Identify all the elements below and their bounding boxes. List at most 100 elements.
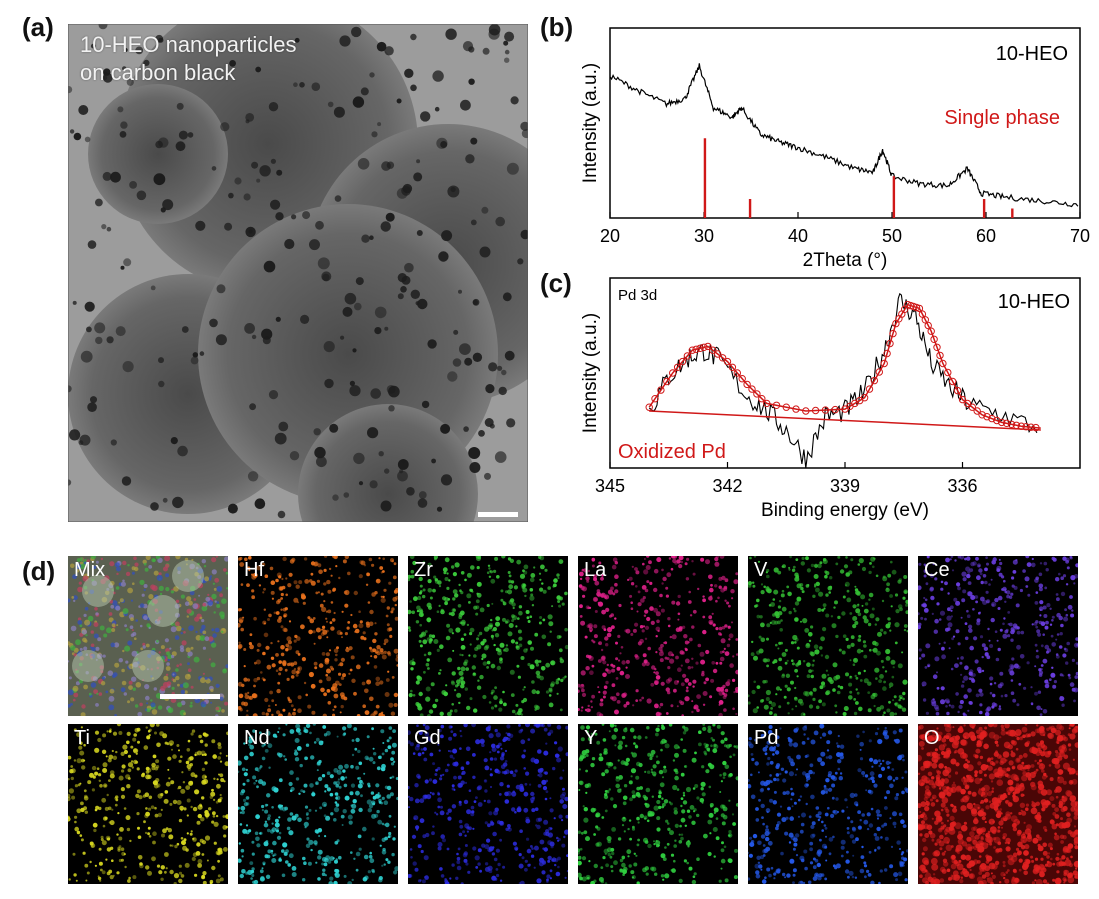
nanoparticle-dot <box>150 285 156 291</box>
nanoparticle-dot <box>192 352 198 358</box>
nanoparticle-dot <box>135 46 144 55</box>
nanoparticle-dot <box>459 343 471 355</box>
nanoparticle-dot <box>380 500 392 512</box>
eds-map-label: Hf <box>244 559 264 581</box>
phase-annotation: Single phase <box>944 107 1060 129</box>
xps-fit-marker <box>753 390 761 398</box>
nanoparticle-dot <box>268 390 279 400</box>
nanoparticle-dot <box>278 421 289 432</box>
xps-fit-marker <box>728 363 737 372</box>
tem-caption-line-1: 10-HEO nanoparticles <box>80 32 297 57</box>
nanoparticle-dot <box>479 246 491 258</box>
xps-fit-marker <box>889 329 897 338</box>
nanoparticle-dot <box>488 362 498 372</box>
eds-map-image <box>238 556 398 716</box>
nanoparticle-dot <box>447 185 460 198</box>
nanoparticle-dot <box>228 192 234 199</box>
nanoparticle-dot <box>176 102 184 110</box>
nanoparticle-dot <box>270 158 276 164</box>
eds-map-ce: Ce <box>918 556 1078 716</box>
nanoparticle-dot <box>158 357 164 364</box>
nanoparticle-dot <box>406 487 415 496</box>
eds-map-label: Nd <box>244 727 270 749</box>
nanoparticle-dot <box>270 199 281 210</box>
nanoparticle-dot <box>243 193 251 201</box>
xps-fit-marker <box>944 368 952 377</box>
xps-fit-marker <box>782 403 791 411</box>
nanoparticle-dot <box>452 358 462 367</box>
xps-fit-marker <box>883 349 891 358</box>
nanoparticle-dot <box>177 445 188 457</box>
nanoparticle-dot <box>469 462 481 473</box>
eds-map-image <box>748 724 908 884</box>
nanoparticle-dot <box>224 222 233 231</box>
nanoparticle-dot <box>385 212 395 222</box>
nanoparticle-dot <box>102 171 112 181</box>
nanoparticle-dot <box>354 302 362 311</box>
nanoparticle-dot <box>181 326 189 333</box>
nanoparticle-dot <box>229 60 237 67</box>
nanoparticle-dot <box>120 265 125 270</box>
nanoparticle-dot <box>86 326 92 333</box>
nanoparticle-dot <box>340 335 345 340</box>
xps-fit-marker <box>1002 419 1011 428</box>
nanoparticle-dot <box>432 70 444 82</box>
eds-map-hf: Hf <box>238 556 398 716</box>
eds-map-image <box>68 724 228 884</box>
xps-fit-marker <box>973 407 981 415</box>
x-tick-label: 336 <box>947 476 977 496</box>
nanoparticle-dot <box>314 446 326 459</box>
xps-fit-marker <box>738 375 746 383</box>
nanoparticle-dot <box>378 451 384 457</box>
eds-map-o: O <box>918 724 1078 884</box>
oxidation-annotation: Oxidized Pd <box>618 441 726 463</box>
nanoparticle-dot <box>410 289 420 299</box>
nanoparticle-dot <box>120 121 128 129</box>
nanoparticle-dot <box>324 378 334 389</box>
nanoparticle-dot <box>247 471 259 482</box>
eds-map-gd: Gd <box>408 724 568 884</box>
nanoparticle-dot <box>417 298 428 310</box>
nanoparticle-dot <box>195 220 206 231</box>
nanoparticle-dot <box>384 326 389 331</box>
nanoparticle-dot <box>72 300 77 305</box>
nanoparticle-dot <box>417 498 428 508</box>
nanoparticle-dot <box>504 31 515 42</box>
nanoparticle-dot <box>300 314 310 324</box>
nanoparticle-dot <box>386 161 395 169</box>
nanoparticle-dot <box>447 371 458 382</box>
eds-map-image <box>238 724 398 884</box>
nanoparticle-dot <box>117 106 124 113</box>
nanoparticle-dot <box>458 289 462 294</box>
xps-fit-marker <box>651 395 659 403</box>
eds-map-image <box>408 556 568 716</box>
nanoparticle-dot <box>404 68 414 78</box>
nanoparticle-dot <box>472 299 478 305</box>
nanoparticle-dot <box>87 240 97 249</box>
nanoparticle-dot <box>95 198 103 207</box>
nanoparticle-dot <box>388 405 395 412</box>
xps-fit-marker <box>927 327 935 335</box>
nanoparticle-dot <box>73 132 82 141</box>
nanoparticle-dot <box>416 159 421 164</box>
xps-fit-marker <box>865 385 874 393</box>
nanoparticle-dot <box>101 224 107 230</box>
nanoparticle-dot <box>421 400 430 409</box>
eds-map-pd: Pd <box>748 724 908 884</box>
nanoparticle-dot <box>352 96 365 108</box>
xps-fit-marker <box>696 344 704 353</box>
nanoparticle-dot <box>510 96 519 105</box>
nanoparticle-dot <box>216 284 226 294</box>
nanoparticle-dot <box>254 498 266 510</box>
xps-fit-marker <box>978 411 986 419</box>
nanoparticle-dot <box>463 426 469 432</box>
tem-caption-line-2: on carbon black <box>80 60 236 85</box>
nanoparticle-dot <box>396 98 402 104</box>
xps-fit-marker <box>802 407 810 415</box>
nanoparticle-dot <box>358 481 364 486</box>
xps-fit-marker <box>993 416 1001 425</box>
eds-map-label: Pd <box>754 727 779 749</box>
xps-fit-marker <box>963 399 972 408</box>
xps-fit-marker <box>663 377 671 386</box>
nanoparticle-dot <box>332 494 339 501</box>
